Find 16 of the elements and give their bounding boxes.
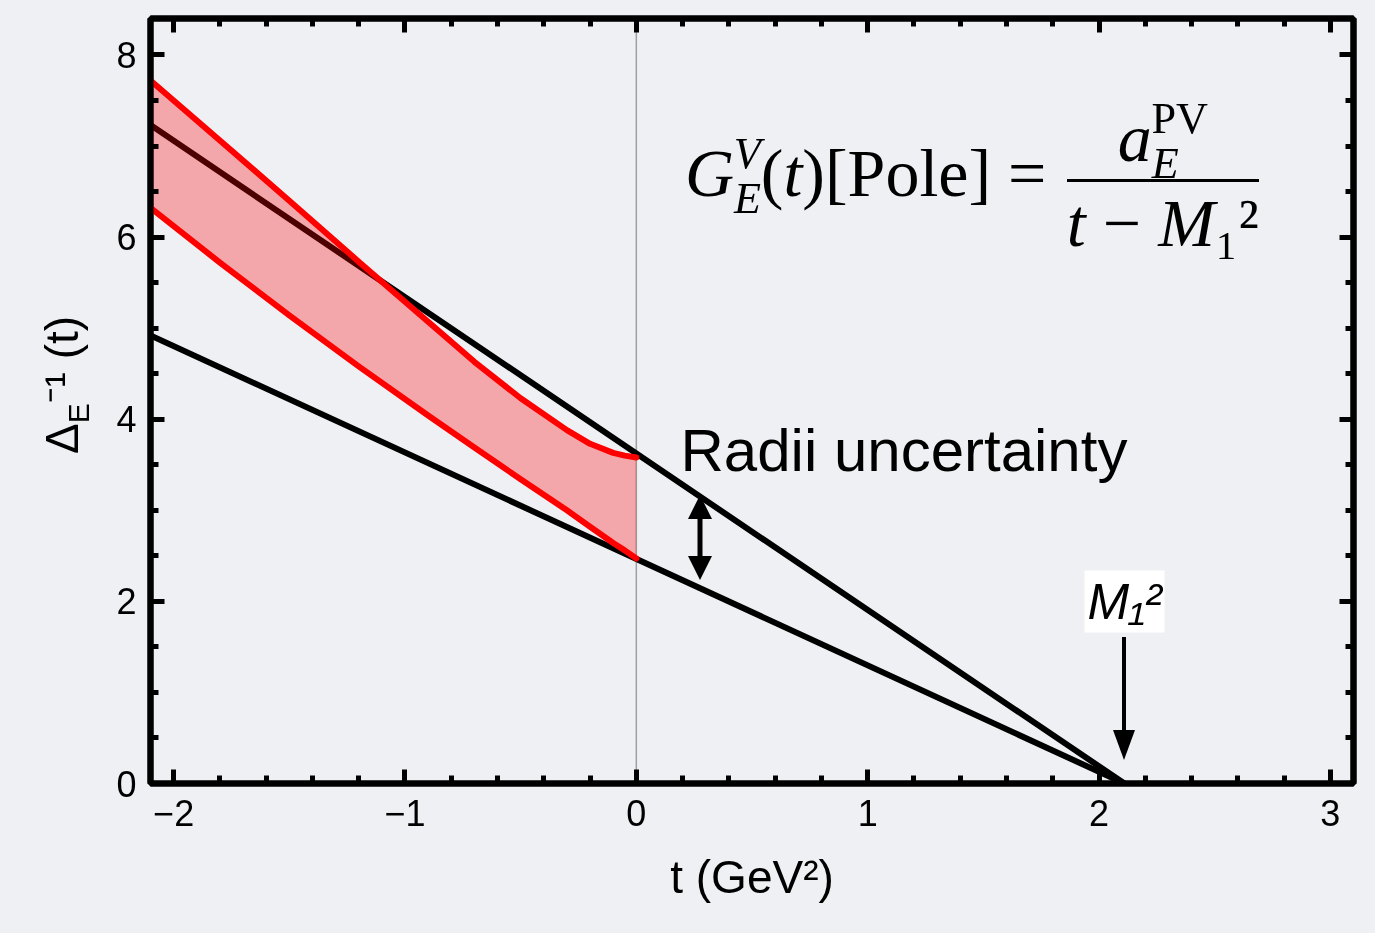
- y-tick-label: 8: [116, 34, 137, 76]
- x-tick-label: 0: [626, 792, 647, 834]
- x-tick-label: −1: [384, 792, 426, 834]
- y-tick-label: 2: [116, 581, 137, 623]
- y-tick-label: 6: [116, 217, 137, 259]
- x-axis-title: t (GeV²): [670, 850, 834, 903]
- x-tick-label: 2: [1089, 792, 1110, 834]
- annotation: t − M₁²: [1066, 184, 1259, 261]
- x-tick-label: −2: [153, 792, 195, 834]
- y-tick-label: 0: [116, 763, 137, 805]
- x-tick-label: 3: [1320, 792, 1341, 834]
- y-tick-label: 4: [116, 399, 137, 441]
- x-tick-label: 1: [857, 792, 878, 834]
- annotation: M₁²: [1087, 573, 1164, 630]
- annotation: G$_{E}$$^{V}$(t)[Pole] =: [685, 128, 1047, 223]
- annotation: Radii uncertainty: [680, 417, 1128, 484]
